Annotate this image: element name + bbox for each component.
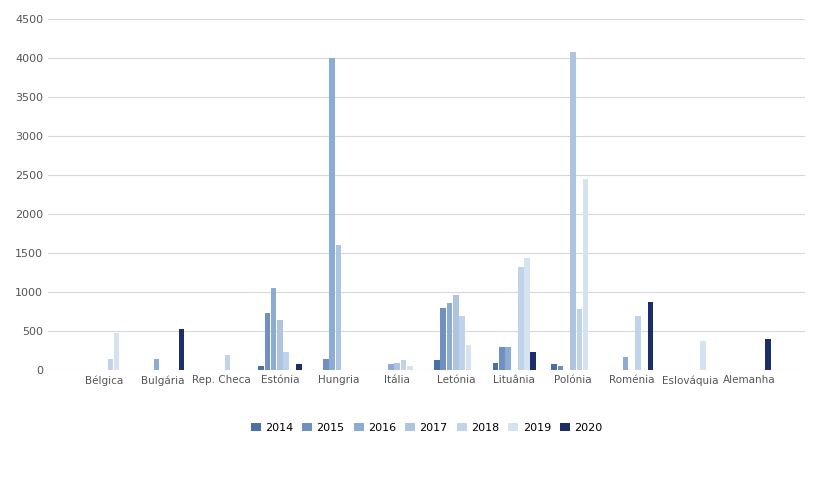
Bar — [224, 355, 230, 370]
Legend: 2014, 2015, 2016, 2017, 2018, 2019, 2020: 2014, 2015, 2016, 2017, 2018, 2019, 2020 — [246, 418, 606, 437]
Bar — [283, 352, 288, 370]
Bar — [296, 364, 301, 370]
Bar — [635, 315, 640, 370]
Bar — [323, 358, 328, 370]
Bar — [258, 366, 264, 370]
Bar — [530, 352, 536, 370]
Bar — [406, 366, 412, 370]
Bar — [523, 258, 529, 370]
Bar — [518, 267, 523, 370]
Bar — [153, 358, 159, 370]
Bar — [582, 179, 588, 370]
Bar — [459, 315, 464, 370]
Bar — [270, 288, 276, 370]
Bar — [387, 364, 393, 370]
Bar — [433, 360, 439, 370]
Bar — [622, 357, 627, 370]
Bar — [647, 302, 653, 370]
Bar — [394, 363, 400, 370]
Bar — [440, 308, 446, 370]
Bar — [179, 329, 184, 370]
Bar — [505, 347, 510, 370]
Bar — [499, 347, 504, 370]
Bar — [114, 333, 120, 370]
Bar — [492, 363, 498, 370]
Bar — [569, 52, 575, 370]
Bar — [764, 339, 770, 370]
Bar — [452, 295, 458, 370]
Bar — [550, 364, 556, 370]
Bar — [265, 313, 270, 370]
Bar — [335, 245, 341, 370]
Bar — [329, 58, 335, 370]
Bar — [699, 341, 705, 370]
Bar — [465, 346, 471, 370]
Bar — [446, 303, 452, 370]
Bar — [400, 360, 405, 370]
Bar — [107, 358, 113, 370]
Bar — [576, 309, 581, 370]
Bar — [277, 320, 283, 370]
Bar — [557, 366, 563, 370]
